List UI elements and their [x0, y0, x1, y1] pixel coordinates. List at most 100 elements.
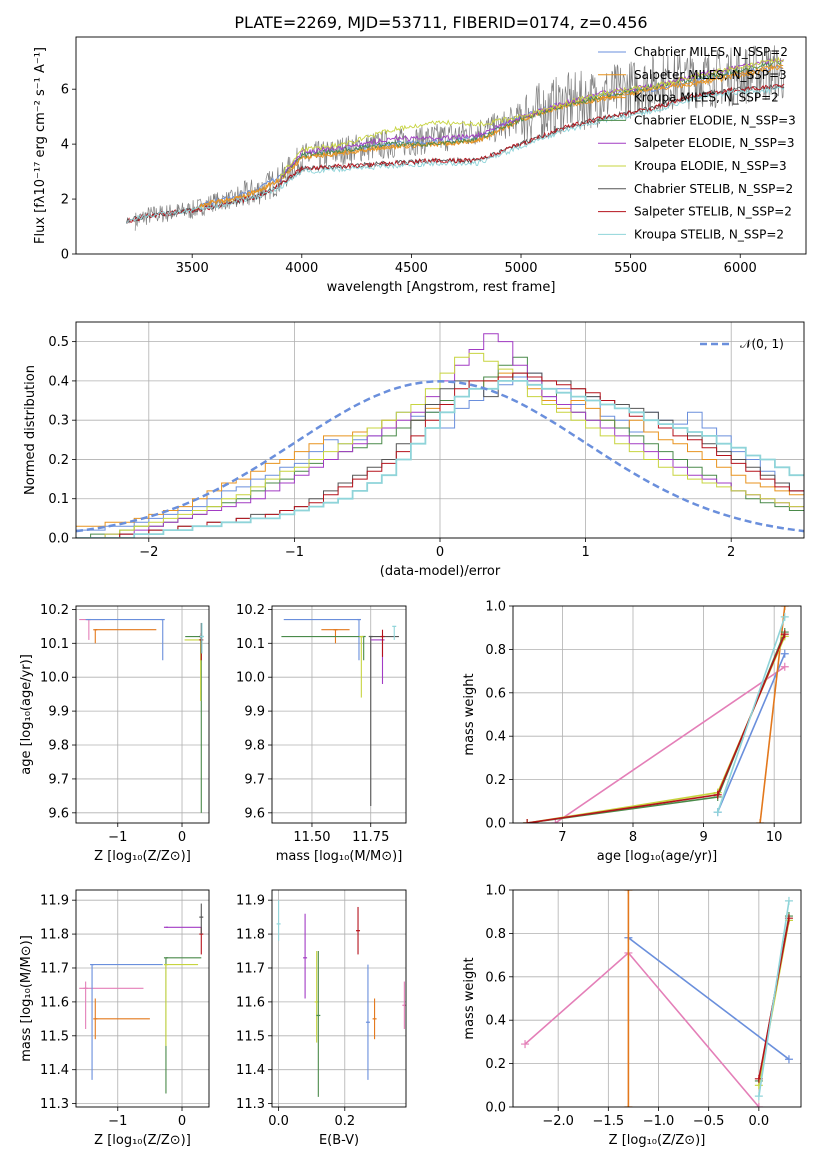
- weight-marker: [521, 1040, 530, 1049]
- weight-line-1: [716, 653, 786, 813]
- weight_vs_age-xtick-label: 10: [766, 830, 783, 845]
- spectrum-xtick-label: 4000: [285, 261, 318, 276]
- residuals-plot-area: [76, 333, 804, 538]
- legend-entry: Chabrier STELIB, N_SSP=2: [634, 182, 793, 196]
- model-line-3: [279, 60, 784, 183]
- observed-spectrum-line: [134, 45, 784, 231]
- weight_vs_age-plot-area: [523, 606, 789, 823]
- weight-line-0: [554, 666, 786, 823]
- mass_vs_EBV-ytick-label: 11.4: [236, 1063, 265, 1078]
- age_vs_Z-xtick-label: −1: [108, 830, 127, 845]
- age_vs_Z-frame: [75, 605, 210, 824]
- weight_vs_Z-ylabel: mass weight: [462, 957, 477, 1039]
- mass_vs_Z-ytick-label: 11.4: [40, 1063, 69, 1078]
- legend-entry: Kroupa ELODIE, N_SSP=3: [634, 159, 787, 173]
- weight_vs_age-ytick-label: 0.2: [485, 773, 506, 788]
- age_vs_Z-ytick-label: 10.0: [40, 671, 69, 686]
- residuals-ytick-label: 0.5: [48, 335, 69, 350]
- weight-marker: [624, 890, 633, 894]
- spectrum-title: PLATE=2269, MJD=53711, FIBERID=0174, z=0…: [234, 13, 647, 32]
- residuals-ytick-label: 0.3: [48, 414, 69, 429]
- weight_vs_age-ytick-label: 0.8: [485, 643, 506, 658]
- gaussian-legend-label: 𝒩(0, 1): [740, 337, 784, 351]
- gaussian-curve: [76, 380, 804, 533]
- mass_vs_Z-xlabel: Z [log₁₀(Z/Z⊙)]: [94, 1133, 191, 1148]
- age_vs_Z-ylabel: age [log₁₀(age/yr)]: [19, 654, 34, 775]
- weight-marker: [784, 896, 793, 905]
- mass_vs_Z-ytick-label: 11.7: [40, 961, 69, 976]
- spectrum-ylabel: Flux [fλ10⁻¹⁷ erg cm⁻² s⁻¹ A⁻¹]: [33, 47, 48, 244]
- age_vs_mass-ytick-label: 9.8: [244, 739, 265, 754]
- legend-entry: Chabrier MILES, N_SSP=2: [634, 45, 788, 59]
- spectrum-panel: 3500 4000 4500 5000 5500 6000 0 2 4 6 wavelength […: [33, 36, 807, 295]
- mass_vs_Z-plot-area: [79, 903, 204, 1094]
- weight-marker: [780, 630, 789, 639]
- weight_vs_age-ytick-label: 0.0: [485, 817, 506, 832]
- weight_vs_age-xtick-label: 8: [629, 830, 637, 845]
- age_vs_mass-bg: [272, 606, 406, 823]
- weight_vs_age-xtick-label: 9: [699, 830, 707, 845]
- spectrum-xtick-label: 6000: [724, 261, 757, 276]
- weight-marker: [523, 819, 532, 823]
- residuals-xtick-label: −2: [139, 545, 158, 560]
- age_vs_Z-bg: [76, 606, 209, 823]
- residuals-ytick-label: 0.1: [48, 492, 69, 507]
- age_vs_mass-xtick-label: 11.50: [293, 830, 330, 845]
- spectrum-frame: [75, 36, 807, 255]
- weight_vs_age-xlabel: age [log₁₀(age/yr)]: [597, 849, 718, 864]
- age_vs_Z-ytick-label: 9.7: [48, 772, 69, 787]
- spectrum-xtick-label: 4500: [395, 261, 428, 276]
- age_vs_mass-ytick-label: 9.7: [244, 772, 265, 787]
- model-line-5: [279, 56, 784, 180]
- weight_vs_Z-frame: [512, 889, 802, 1108]
- mass_vs_Z-ytick-label: 11.9: [40, 894, 69, 909]
- mass_vs_EBV-xtick-label: 0.2: [334, 1114, 355, 1129]
- weight-marker: [756, 819, 765, 823]
- weight_vs_Z-xtick-label: 0.0: [749, 1114, 770, 1129]
- weight-line-6: [716, 616, 786, 813]
- weight-marker: [754, 1092, 763, 1101]
- residuals-xtick-label: 1: [581, 545, 589, 560]
- spectrum-xtick-label: 3500: [176, 261, 209, 276]
- legend-entry: Kroupa MILES, N_SSP=2: [634, 91, 779, 105]
- legend-entry: Salpeter ELODIE, N_SSP=3: [634, 136, 795, 150]
- age_vs_mass-xlabel: mass [log₁₀(M/M⊙)]: [276, 849, 403, 864]
- spectrum-legend: Chabrier MILES, N_SSP=2 Salpeter MILES, N…: [598, 45, 796, 241]
- weight-marker: [754, 1103, 763, 1107]
- residuals-ylabel: Normed distribution: [23, 365, 38, 495]
- mass_vs_EBV-ytick-label: 11.9: [236, 894, 265, 909]
- weight_vs_Z-xtick-label: −1.0: [643, 1114, 675, 1129]
- residuals-ytick-label: 0.0: [48, 532, 69, 547]
- legend-entry: Chabrier ELODIE, N_SSP=3: [634, 113, 796, 127]
- weight_vs_age-ytick-label: 1.0: [485, 600, 506, 615]
- weight_vs_age-ytick-label: 0.6: [485, 686, 506, 701]
- weight_vs_age-ylabel: mass weight: [462, 673, 477, 755]
- weight_vs_Z-ytick-label: 0.6: [485, 970, 506, 985]
- mass_vs_Z-ytick-label: 11.8: [40, 928, 69, 943]
- age_vs_mass-frame: [271, 605, 407, 824]
- weight-marker: [780, 662, 789, 671]
- spectrum-xlabel: wavelength [Angstrom, rest frame]: [327, 280, 556, 295]
- mass_vs_Z-xtick-label: 0: [178, 1114, 186, 1129]
- mass_vs_EBV-ytick-label: 11.5: [236, 1029, 265, 1044]
- residuals-xlabel: (data-model)/error: [380, 564, 501, 579]
- mass_vs_Z-bg: [76, 890, 209, 1107]
- weight_vs_Z-panel: −2.0 −1.5 −1.0 −0.5 0.0 0.0 0.2 0.4 0.6 0.8 1.0 Z […: [462, 884, 802, 1148]
- weight-line-1: [627, 937, 790, 1060]
- weight-marker: [624, 1103, 633, 1107]
- age_vs_mass-ytick-label: 9.9: [244, 705, 265, 720]
- weight_vs_Z-xtick-label: −2.0: [542, 1114, 574, 1129]
- model-line-7: [126, 83, 785, 224]
- weight-marker: [780, 612, 789, 621]
- spectrum-ytick-label: 4: [61, 138, 69, 153]
- mass_vs_Z-xtick-label: −1: [108, 1114, 127, 1129]
- weight-marker: [713, 808, 722, 817]
- age_vs_Z-ytick-label: 9.6: [48, 806, 69, 821]
- legend-entry: Kroupa STELIB, N_SSP=2: [634, 227, 784, 241]
- spectrum-ytick-label: 2: [61, 193, 69, 208]
- weight_vs_Z-xtick-label: −1.5: [593, 1114, 625, 1129]
- age_vs_Z-xtick-label: 0: [178, 830, 186, 845]
- residuals-xtick-label: 2: [727, 545, 735, 560]
- spectrum-ytick-label: 0: [61, 248, 69, 263]
